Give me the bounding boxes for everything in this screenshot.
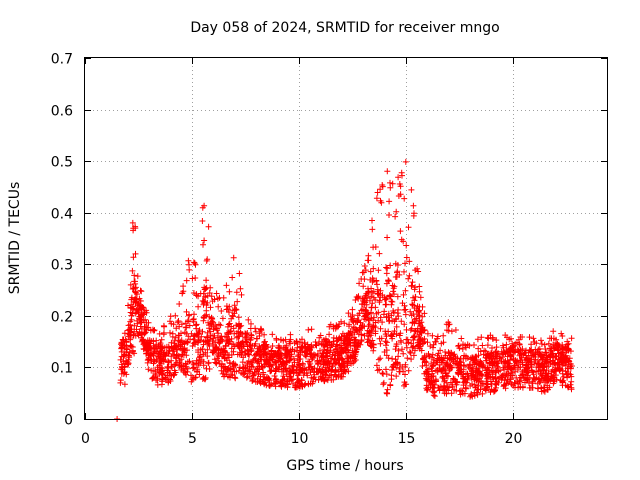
y-tick-label: 0.2 — [51, 310, 73, 326]
y-tick-labels: 0 0.1 0.2 0.3 0.4 0.5 0.6 0.7 — [51, 52, 73, 429]
y-tick-label: 0.5 — [51, 155, 73, 171]
x-tick-label: 0 — [81, 431, 90, 447]
y-tick-label: 0.4 — [51, 207, 73, 223]
x-tick-label: 5 — [188, 431, 197, 447]
y-tick-label: 0 — [64, 413, 73, 429]
plot-frame — [84, 57, 608, 420]
y-tick-label: 0.1 — [51, 361, 73, 377]
y-tick-label: 0.3 — [51, 258, 73, 274]
y-tick-label: 0.6 — [51, 104, 73, 120]
y-axis-label: SRMTID / TECUs — [7, 182, 23, 295]
x-tick-label: 20 — [505, 431, 523, 447]
x-axis-label: GPS time / hours — [286, 458, 403, 474]
x-tick-labels: 0 5 10 15 20 — [81, 431, 522, 447]
x-tick-label: 15 — [398, 431, 416, 447]
x-tick-label: 10 — [291, 431, 309, 447]
ticks — [85, 58, 607, 420]
chart-title: Day 058 of 2024, SRMTID for receiver mng… — [190, 20, 499, 36]
y-tick-label: 0.7 — [51, 52, 73, 68]
